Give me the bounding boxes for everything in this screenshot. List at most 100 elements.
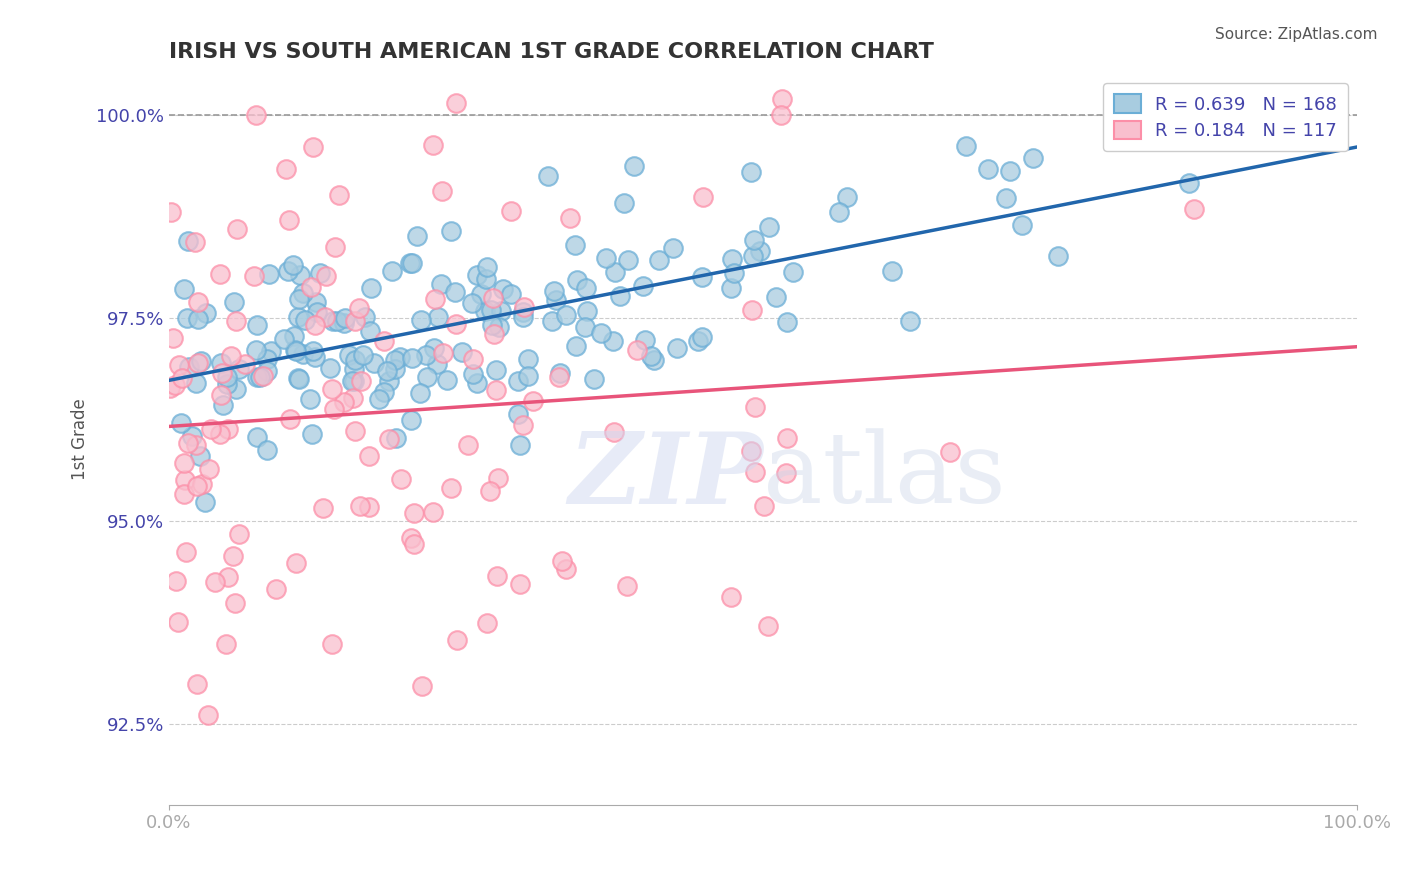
South Americans (741, 303, 763, 318)
South Americans (488, 470, 510, 484)
Irish (470, 286, 492, 301)
Irish (451, 344, 474, 359)
South Americans (457, 437, 479, 451)
South Americans (692, 190, 714, 204)
Irish (444, 285, 467, 299)
South Americans (440, 481, 463, 495)
Irish (384, 430, 406, 444)
South Americans (513, 300, 536, 314)
South Americans (160, 205, 183, 219)
Irish (603, 264, 626, 278)
Irish (474, 304, 496, 318)
Irish (304, 350, 326, 364)
Irish (517, 351, 540, 366)
Irish (384, 362, 406, 376)
South Americans (1182, 202, 1205, 216)
South Americans (285, 556, 308, 570)
Irish (217, 370, 239, 384)
Irish (246, 430, 269, 444)
Irish (401, 351, 423, 365)
Irish (337, 348, 360, 362)
Irish (512, 310, 534, 324)
Irish (583, 372, 606, 386)
Irish (294, 313, 316, 327)
Irish (955, 139, 977, 153)
South Americans (344, 313, 367, 327)
Irish (212, 398, 235, 412)
South Americans (323, 240, 346, 254)
Irish (401, 256, 423, 270)
South Americans (209, 388, 232, 402)
Irish (880, 264, 903, 278)
Irish (194, 495, 217, 509)
South Americans (349, 500, 371, 514)
Irish (499, 287, 522, 301)
Irish (436, 373, 458, 387)
South Americans (377, 432, 399, 446)
Irish (537, 169, 560, 184)
Irish (322, 314, 344, 328)
Irish (378, 374, 401, 388)
South Americans (170, 370, 193, 384)
Irish (298, 392, 321, 406)
Irish (564, 238, 586, 252)
South Americans (302, 139, 325, 153)
South Americans (186, 438, 208, 452)
Irish (246, 369, 269, 384)
Irish (440, 224, 463, 238)
Irish (405, 228, 427, 243)
South Americans (221, 549, 243, 563)
South Americans (187, 294, 209, 309)
South Americans (299, 280, 322, 294)
Irish (721, 252, 744, 266)
Irish (423, 341, 446, 355)
Irish (368, 392, 391, 406)
Irish (623, 160, 645, 174)
South Americans (264, 582, 287, 596)
Irish (835, 189, 858, 203)
South Americans (333, 395, 356, 409)
Irish (575, 281, 598, 295)
Irish (555, 308, 578, 322)
South Americans (423, 292, 446, 306)
South Americans (252, 368, 274, 383)
Irish (609, 289, 631, 303)
South Americans (359, 449, 381, 463)
South Americans (411, 679, 433, 693)
South Americans (481, 291, 503, 305)
South Americans (186, 479, 208, 493)
Irish (720, 281, 742, 295)
Irish (309, 266, 332, 280)
Irish (977, 162, 1000, 177)
Irish (399, 256, 422, 270)
Irish (782, 265, 804, 279)
South Americans (477, 615, 499, 630)
South Americans (422, 137, 444, 152)
Irish (690, 330, 713, 344)
Irish (409, 385, 432, 400)
Irish (228, 362, 250, 376)
Irish (758, 219, 780, 234)
Irish (287, 371, 309, 385)
South Americans (278, 212, 301, 227)
Irish (273, 332, 295, 346)
South Americans (555, 562, 578, 576)
South Americans (509, 577, 531, 591)
Irish (342, 374, 364, 388)
Irish (602, 334, 624, 349)
South Americans (770, 92, 793, 106)
South Americans (162, 331, 184, 345)
South Americans (430, 184, 453, 198)
South Americans (432, 346, 454, 360)
South Americans (501, 203, 523, 218)
Irish (595, 251, 617, 265)
South Americans (328, 188, 350, 202)
Irish (288, 268, 311, 283)
South Americans (187, 355, 209, 369)
Irish (209, 356, 232, 370)
Irish (690, 270, 713, 285)
South Americans (548, 370, 571, 384)
Irish (416, 370, 439, 384)
South Americans (461, 352, 484, 367)
South Americans (776, 432, 799, 446)
